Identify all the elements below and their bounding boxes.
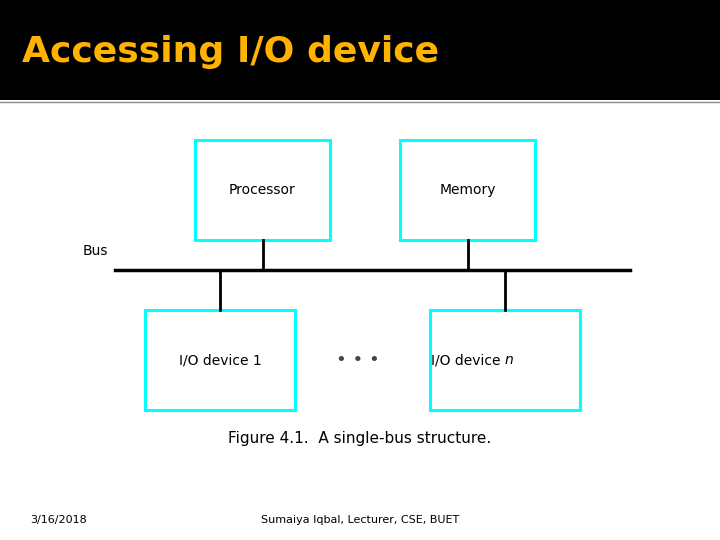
Text: Figure 4.1.  A single-bus structure.: Figure 4.1. A single-bus structure. — [228, 430, 492, 445]
Bar — [0, 0, 720, 100]
Text: Accessing I/O device: Accessing I/O device — [22, 35, 439, 69]
Bar — [400, 140, 535, 240]
Text: I/O device: I/O device — [431, 353, 505, 367]
Text: n: n — [505, 353, 514, 367]
Text: Memory: Memory — [439, 183, 496, 197]
Bar — [195, 140, 330, 240]
Text: • • •: • • • — [336, 351, 380, 369]
Text: Sumaiya Iqbal, Lecturer, CSE, BUET: Sumaiya Iqbal, Lecturer, CSE, BUET — [261, 515, 459, 525]
Text: I/O device n: I/O device n — [464, 353, 546, 367]
Text: Processor: Processor — [229, 183, 296, 197]
Text: 3/16/2018: 3/16/2018 — [30, 515, 86, 525]
Bar — [430, 310, 580, 410]
Text: Bus: Bus — [83, 244, 108, 258]
Bar — [145, 310, 295, 410]
Text: I/O device 1: I/O device 1 — [179, 353, 261, 367]
